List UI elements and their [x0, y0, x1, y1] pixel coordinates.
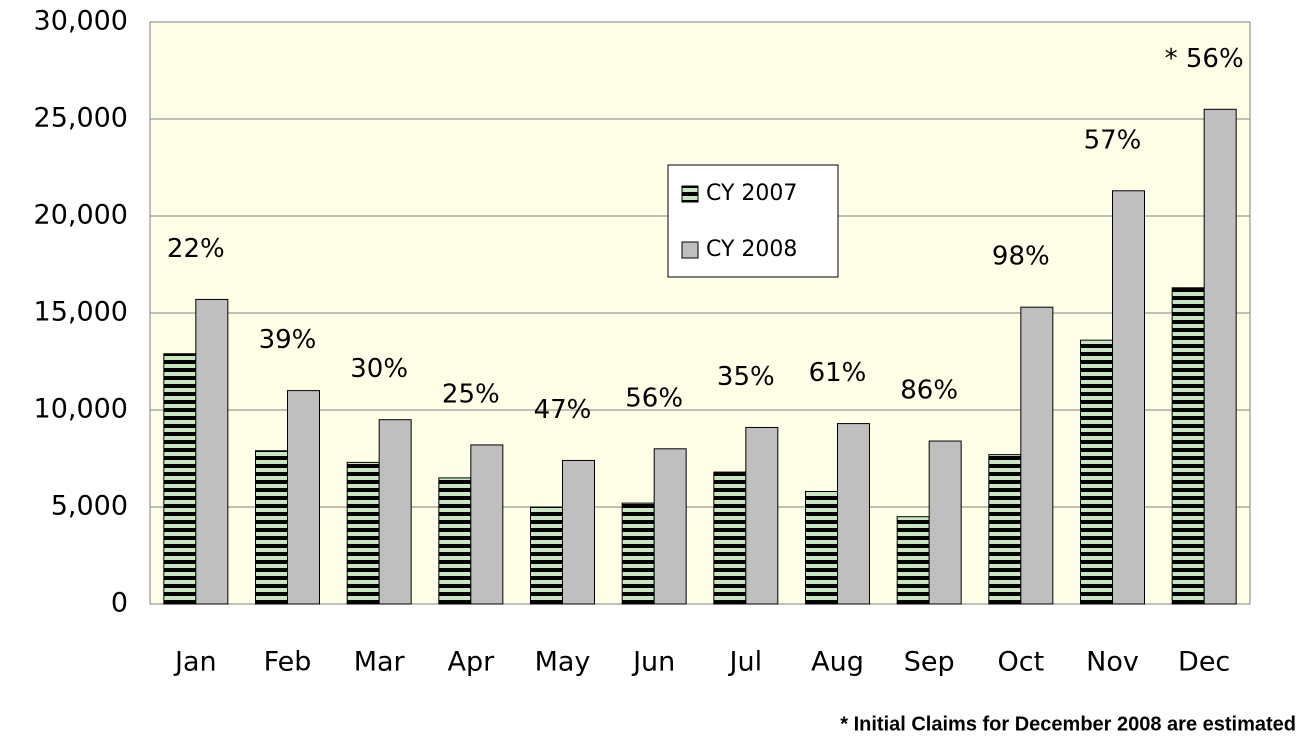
bar [1203, 108, 1237, 605]
bar [713, 471, 747, 605]
annotation: 30% [350, 354, 408, 384]
x-tick-label: Jun [631, 647, 675, 678]
bar [805, 490, 838, 605]
x-tick-label: Mar [354, 647, 406, 678]
legend-swatch [681, 185, 699, 203]
annotation: 47% [534, 395, 592, 425]
annotation: 86% [900, 376, 958, 406]
annotation: 61% [809, 358, 867, 388]
bar [163, 353, 197, 605]
x-tick-label: Sep [904, 647, 955, 678]
bar [745, 426, 779, 605]
y-tick-label: 20,000 [34, 200, 128, 231]
x-tick-label: Apr [447, 647, 495, 678]
bar [1020, 306, 1054, 605]
annotation: 56% [625, 383, 683, 413]
bar [1171, 287, 1205, 605]
y-tick-label: 25,000 [34, 103, 128, 134]
bar [837, 423, 870, 605]
annotation: * 56% [1165, 44, 1244, 74]
annotation: 98% [992, 242, 1050, 272]
bar [896, 516, 930, 605]
annotation: 25% [442, 379, 500, 409]
annotation: 22% [167, 234, 225, 264]
bar [195, 298, 229, 605]
bar [1080, 339, 1113, 605]
x-tick-label: Aug [811, 647, 864, 678]
y-tick-label: 30,000 [34, 6, 128, 37]
footnote: * Initial Claims for December 2008 are e… [840, 713, 1296, 735]
annotation: 39% [259, 325, 317, 355]
bar [621, 502, 655, 605]
bar [928, 440, 962, 605]
y-tick-label: 0 [111, 588, 128, 619]
y-tick-label: 15,000 [34, 297, 128, 328]
bar [346, 461, 380, 605]
bar [378, 419, 412, 605]
legend-label: CY 2008 [706, 237, 797, 262]
bar [287, 390, 320, 605]
bar [470, 444, 504, 605]
bar [1112, 190, 1145, 605]
bar [530, 506, 563, 605]
annotation: 57% [1084, 125, 1142, 155]
y-tick-label: 5,000 [51, 491, 128, 522]
x-tick-label: Feb [264, 647, 312, 678]
x-tick-label: Nov [1086, 647, 1139, 678]
x-tick-label: Dec [1178, 647, 1230, 678]
legend-swatch [681, 241, 699, 259]
y-tick-label: 10,000 [34, 394, 128, 425]
bar [988, 454, 1022, 605]
x-tick-label: Jul [728, 647, 763, 678]
bar [562, 459, 595, 605]
annotation: 35% [717, 362, 775, 392]
x-tick-label: May [535, 647, 591, 678]
bar [438, 477, 472, 605]
bar [653, 448, 687, 605]
bar [255, 450, 288, 605]
x-tick-label: Oct [997, 647, 1044, 678]
legend-label: CY 2007 [706, 181, 797, 206]
x-tick-label: Jan [173, 647, 217, 678]
